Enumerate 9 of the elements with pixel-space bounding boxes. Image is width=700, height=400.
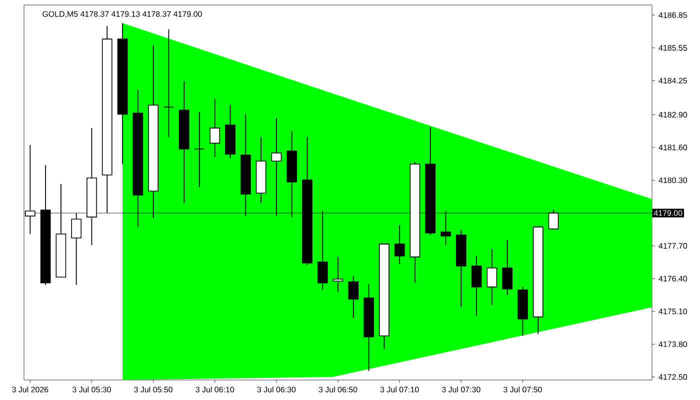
candlestick	[164, 28, 174, 138]
candlestick	[486, 248, 498, 306]
candlestick	[194, 112, 205, 188]
candlestick	[210, 98, 220, 158]
candlestick	[348, 276, 359, 318]
candlestick	[471, 255, 482, 316]
candlestick	[394, 224, 405, 264]
candlestick	[502, 240, 512, 296]
candlestick	[332, 256, 344, 292]
